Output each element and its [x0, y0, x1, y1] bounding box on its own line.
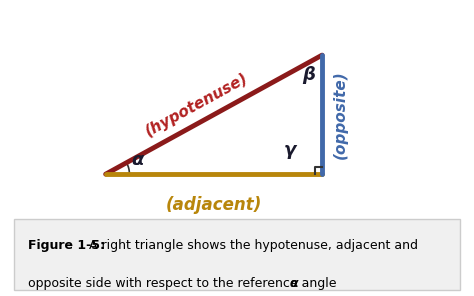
Text: opposite side with respect to the reference angle: opposite side with respect to the refere… [27, 277, 340, 290]
Text: (hypotenuse): (hypotenuse) [143, 70, 251, 139]
FancyBboxPatch shape [14, 219, 460, 290]
Text: A right triangle shows the hypotenuse, adjacent and: A right triangle shows the hypotenuse, a… [85, 239, 418, 252]
Text: α: α [290, 277, 298, 290]
Text: γ: γ [284, 141, 296, 159]
Text: Figure 1-5:: Figure 1-5: [27, 239, 105, 252]
Text: (opposite): (opposite) [333, 70, 348, 159]
Text: β: β [302, 66, 316, 84]
Text: α: α [132, 151, 144, 169]
Text: (adjacent): (adjacent) [166, 196, 262, 214]
